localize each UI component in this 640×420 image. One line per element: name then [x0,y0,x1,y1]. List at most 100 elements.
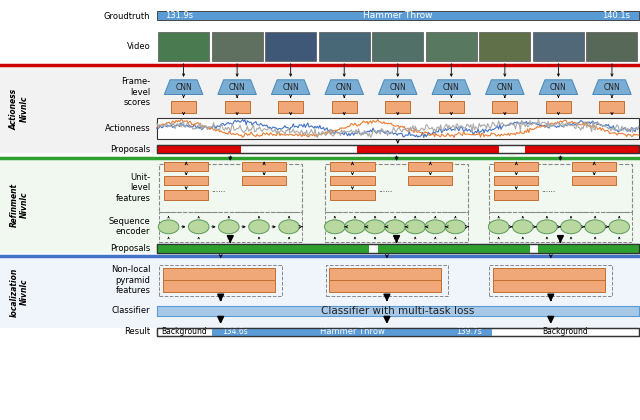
Bar [330,190,374,200]
Bar [164,176,208,185]
Ellipse shape [513,220,533,234]
Ellipse shape [385,220,405,234]
Bar [330,162,374,171]
Bar [572,162,616,171]
Ellipse shape [561,220,581,234]
Text: Refinment
Nivnlc: Refinment Nivnlc [10,183,29,227]
Bar [372,32,423,61]
Bar [157,244,166,253]
Text: Groudtruth: Groudtruth [104,12,150,21]
Text: Non-local
pyramid
features: Non-local pyramid features [111,265,150,295]
Bar [330,176,374,185]
Bar [212,328,492,336]
Bar [164,190,208,200]
Bar [325,164,468,212]
Ellipse shape [365,220,385,234]
Bar [479,32,531,61]
Bar [546,101,571,113]
Bar [225,101,250,113]
Bar [385,101,410,113]
Bar [388,244,531,253]
Text: Actionness: Actionness [105,124,150,133]
Text: Classifier with multi-task loss: Classifier with multi-task loss [321,306,474,316]
Ellipse shape [585,220,605,234]
Text: Background: Background [162,327,207,336]
Polygon shape [593,80,631,94]
Bar [525,145,639,153]
Bar [330,268,441,280]
Text: CNN: CNN [443,83,460,92]
Bar [157,145,241,153]
Bar [278,101,303,113]
Bar [242,162,286,171]
Ellipse shape [158,220,179,234]
Bar [494,176,538,185]
Text: Hammer Throw: Hammer Throw [363,11,433,20]
Text: Actioness
Nivnlc: Actioness Nivnlc [10,89,29,130]
Bar [494,190,538,200]
Bar [378,244,388,253]
Text: ......: ...... [541,185,556,194]
Text: 139.7s: 139.7s [456,327,483,336]
Text: CNN: CNN [389,83,406,92]
Text: Classifier: Classifier [112,306,150,315]
Bar [533,32,584,61]
Bar [489,164,632,212]
Ellipse shape [425,220,445,234]
Ellipse shape [188,220,209,234]
Bar [326,265,448,296]
Text: 131.9s: 131.9s [165,11,193,20]
Text: Unit-
level
features: Unit- level features [115,173,150,203]
Polygon shape [325,80,364,94]
Bar [0,256,640,328]
Bar [157,244,639,253]
Bar [157,306,639,316]
Ellipse shape [324,220,345,234]
Ellipse shape [445,220,466,234]
Bar [159,265,282,296]
Bar [164,162,208,171]
Bar [171,101,196,113]
Bar [157,145,639,153]
Polygon shape [432,80,470,94]
Bar [319,32,370,61]
Bar [493,281,605,292]
Bar [547,244,639,253]
Text: Proposals: Proposals [110,144,150,154]
Ellipse shape [405,220,426,234]
Polygon shape [218,80,257,94]
Bar [439,101,464,113]
Bar [265,32,316,61]
Ellipse shape [344,220,365,234]
Ellipse shape [279,220,300,234]
Bar [325,212,468,241]
Bar [330,281,441,292]
Text: CNN: CNN [175,83,192,92]
Bar [157,244,639,253]
Bar [0,65,640,153]
Polygon shape [164,80,203,94]
Bar [159,212,302,241]
Bar [426,32,477,61]
Bar [408,162,452,171]
Ellipse shape [609,220,630,234]
Bar [242,176,286,185]
Text: Video: Video [127,42,150,51]
Text: CNN: CNN [336,83,353,92]
Bar [356,145,499,153]
Ellipse shape [536,220,557,234]
Text: CNN: CNN [497,83,513,92]
Text: 140.1s: 140.1s [602,11,630,20]
Bar [492,101,517,113]
Bar [163,268,275,280]
Text: CNN: CNN [228,83,246,92]
Text: ......: ...... [211,185,226,194]
Bar [157,145,639,153]
Bar [158,32,209,61]
Bar [489,212,632,241]
Text: CNN: CNN [550,83,567,92]
Bar [600,101,625,113]
Polygon shape [486,80,524,94]
Bar [157,328,639,336]
Ellipse shape [488,220,509,234]
